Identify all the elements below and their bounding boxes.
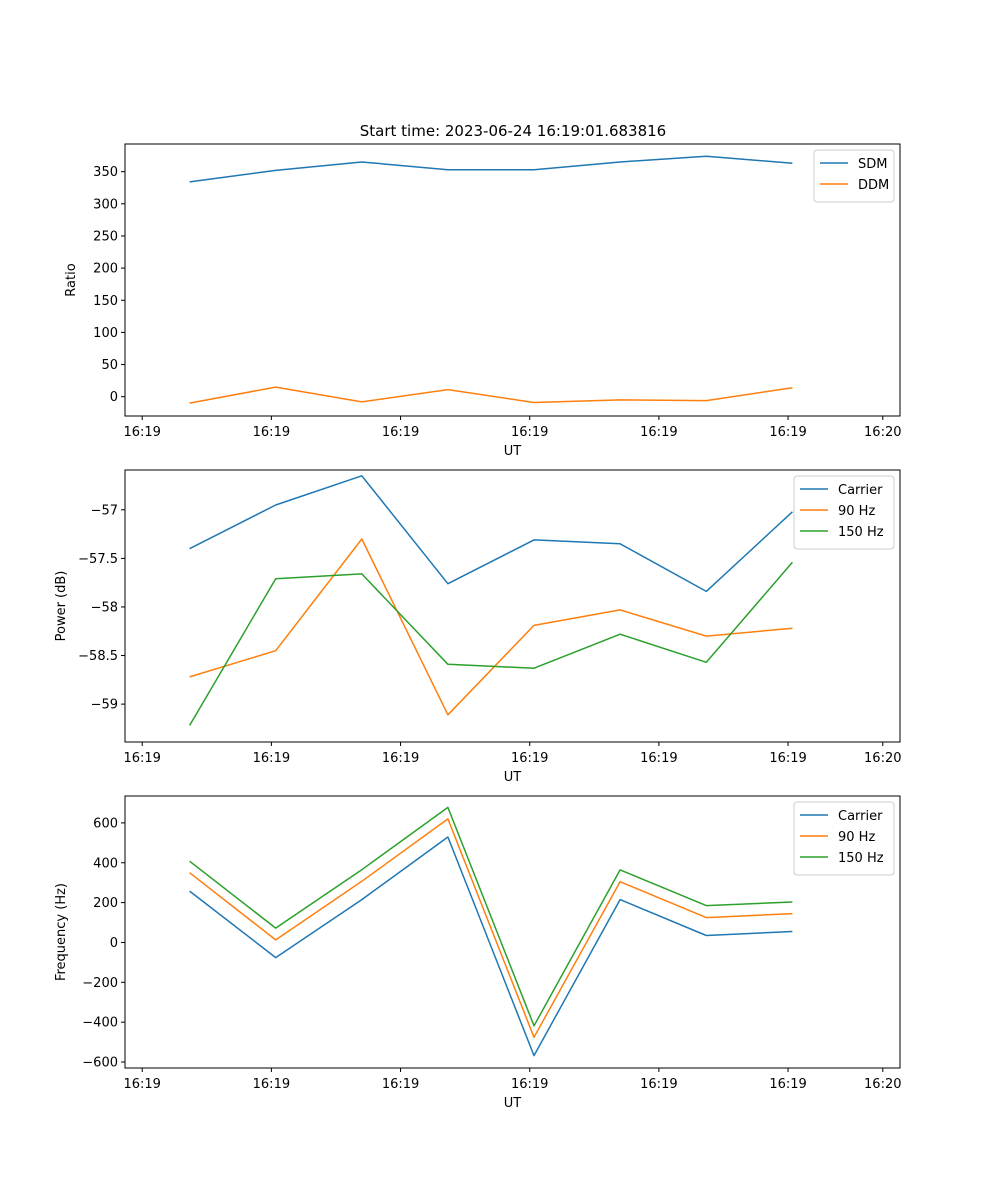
subplot-3: 16:19 16:19 16:19 16:19 16:19 16:19 16:20 −600 −…: [54, 795, 902, 1111]
y-tick-label: 50: [101, 358, 118, 373]
y-axis-label: Ratio: [64, 263, 79, 296]
series-line-carrier: [189, 475, 793, 593]
series-line-sdm: [189, 155, 793, 183]
x-tick-label: 16:19: [382, 751, 419, 766]
y-tick-label: 350: [93, 165, 118, 180]
x-tick-label: 16:20: [864, 425, 901, 440]
legend-label: DDM: [858, 178, 889, 193]
y-tick-label: −58: [91, 600, 118, 615]
y-tick-label: 250: [93, 229, 118, 244]
series-line-carrier: [189, 836, 793, 1057]
x-tick-label: 16:19: [769, 751, 806, 766]
y-tick-label: 100: [93, 326, 118, 341]
y-tick-label: 150: [93, 294, 118, 309]
figure-title: Start time: 2023-06-24 16:19:01.683816: [360, 122, 666, 140]
x-tick-label: 16:19: [769, 1077, 806, 1092]
x-axis-label: UT: [504, 770, 522, 785]
series-line-ddm: [189, 386, 793, 404]
y-tick-label: 300: [93, 197, 118, 212]
axes-frame: [124, 795, 901, 1069]
axes-frame: [124, 143, 901, 417]
series-line-150-hz: [189, 806, 793, 1027]
legend: Carrier 90 Hz 150 Hz: [793, 475, 895, 550]
x-tick-label: 16:19: [511, 425, 548, 440]
y-tick-label: −59: [91, 698, 118, 713]
x-tick-label: 16:19: [511, 751, 548, 766]
legend: Carrier 90 Hz 150 Hz: [793, 801, 895, 876]
x-tick-label: 16:19: [253, 751, 290, 766]
x-tick-label: 16:19: [123, 425, 160, 440]
legend: SDM DDM: [813, 149, 895, 203]
x-tick-label: 16:19: [769, 425, 806, 440]
legend-label: Carrier: [838, 809, 883, 824]
x-tick-label: 16:20: [864, 1077, 901, 1092]
y-tick-label: 400: [93, 856, 118, 871]
x-tick-label: 16:19: [640, 1077, 677, 1092]
y-tick-label: −57.5: [78, 552, 118, 567]
y-axis-label: Frequency (Hz): [54, 883, 69, 981]
y-tick-label: 200: [93, 896, 118, 911]
subplot-2: 16:19 16:19 16:19 16:19 16:19 16:19 16:20 −59 −5…: [54, 469, 902, 785]
y-tick-label: 0: [110, 936, 118, 951]
series-line-90-hz: [189, 538, 793, 716]
legend-label: 150 Hz: [838, 525, 884, 540]
plot-area: [125, 144, 900, 416]
series-line-90-hz: [189, 818, 793, 1039]
x-tick-label: 16:19: [640, 751, 677, 766]
x-axis-label: UT: [504, 1096, 522, 1111]
x-tick-label: 16:19: [382, 425, 419, 440]
x-axis-label: UT: [504, 444, 522, 459]
legend-label: Carrier: [838, 483, 883, 498]
legend-label: 150 Hz: [838, 851, 884, 866]
subplots: 16:19 16:19 16:19 16:19 16:19 16:19 16:20 0 50 10…: [54, 143, 902, 1111]
legend-label: 90 Hz: [838, 830, 875, 845]
x-tick-label: 16:20: [864, 751, 901, 766]
legend-label: SDM: [858, 157, 887, 172]
y-tick-label: −58.5: [78, 649, 118, 664]
x-tick-label: 16:19: [123, 1077, 160, 1092]
axes-frame: [124, 469, 901, 743]
legend-label: 90 Hz: [838, 504, 875, 519]
y-axis-label: Power (dB): [54, 571, 69, 642]
y-tick-label: 0: [110, 390, 118, 405]
x-tick-label: 16:19: [382, 1077, 419, 1092]
series-line-150-hz: [188, 561, 793, 726]
x-tick-label: 16:19: [253, 425, 290, 440]
y-tick-label: −400: [82, 1016, 118, 1031]
y-tick-label: −600: [82, 1056, 118, 1071]
y-tick-label: 600: [93, 816, 118, 831]
y-tick-label: 200: [93, 262, 118, 277]
x-tick-label: 16:19: [511, 1077, 548, 1092]
y-tick-label: −57: [91, 503, 118, 518]
y-tick-label: −200: [82, 976, 118, 991]
x-tick-label: 16:19: [640, 425, 677, 440]
plot-area: [125, 470, 900, 742]
subplot-1: 16:19 16:19 16:19 16:19 16:19 16:19 16:20 0 50 10…: [64, 143, 902, 459]
x-tick-label: 16:19: [253, 1077, 290, 1092]
x-tick-label: 16:19: [123, 751, 160, 766]
